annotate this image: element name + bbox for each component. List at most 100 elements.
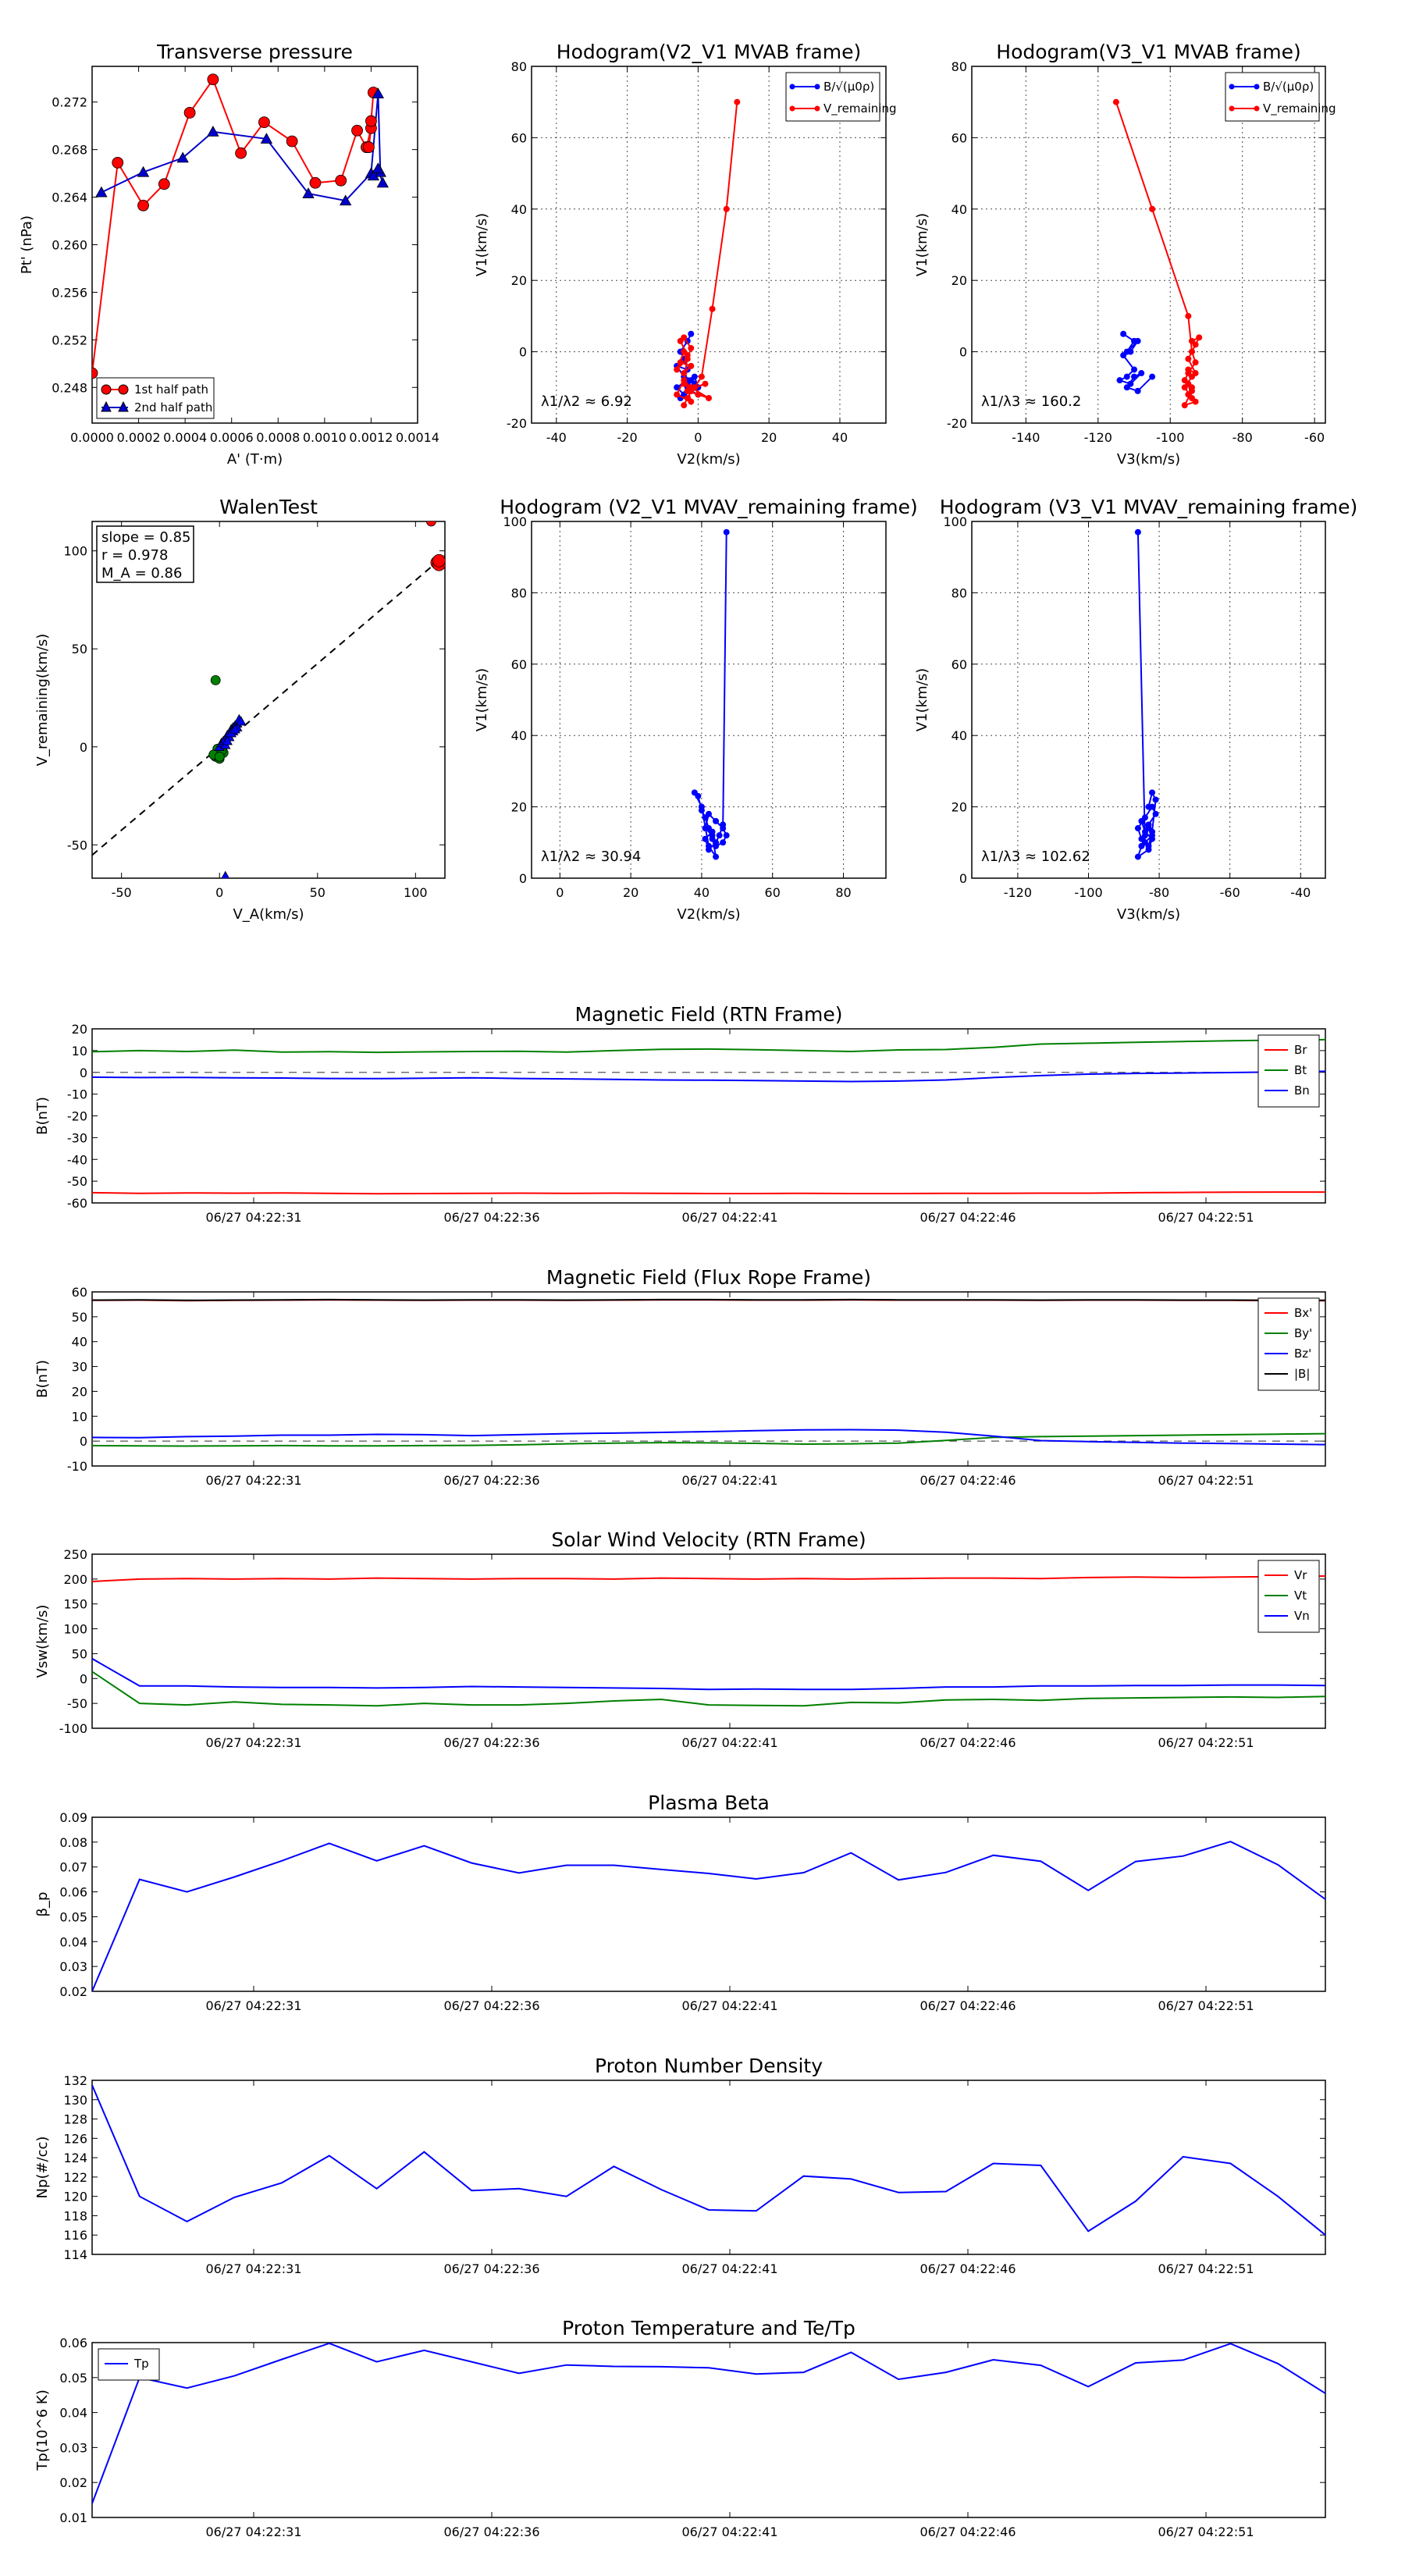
y-tick-label: 60	[511, 657, 527, 672]
x-tick-label: 06/27 04:22:41	[681, 1998, 777, 2013]
y-tick-label: 20	[511, 273, 527, 288]
x-tick-label: 06/27 04:22:41	[681, 1473, 777, 1488]
legend-label: Vt	[1294, 1589, 1307, 1603]
legend-marker-2nd	[118, 400, 129, 412]
legend-label: Tp	[133, 2357, 149, 2371]
y-tick-label: 0	[959, 871, 967, 886]
panel-3: -20 0 20 40 60 80 -140 -120 -100 -80 -60 Hodogram(V…	[914, 41, 1336, 468]
x-tick-label: 40	[832, 430, 848, 445]
data-point	[720, 839, 727, 846]
data-point	[1192, 370, 1199, 377]
data-point	[734, 98, 741, 105]
series-line-Bt	[92, 1038, 1325, 1054]
series-line-Vt	[92, 1670, 1325, 1707]
legend-label: 1st half path	[134, 382, 208, 397]
x-axis-label: V_A(km/s)	[233, 906, 304, 923]
y-tick-label: 250	[63, 1547, 87, 1562]
data-point	[706, 842, 712, 849]
data-point	[1138, 842, 1145, 849]
stats-annotation: M_A = 0.86	[101, 565, 182, 582]
data-point-1st-half	[351, 124, 363, 137]
data-point	[688, 330, 695, 337]
panel-6: 0 20 40 60 80 100 -120 -100 -80 -60 -40 Hodogram (V…	[914, 496, 1357, 923]
y-tick-label: 50	[72, 1310, 87, 1325]
data-point-2nd-half	[137, 165, 150, 177]
x-tick-label: -120	[1004, 885, 1032, 900]
y-axis-label: Np(#/cc)	[34, 2137, 51, 2199]
plot-frame	[91, 2080, 1326, 2255]
data-point	[1134, 853, 1141, 860]
x-tick-label: 06/27 04:22:31	[205, 1998, 301, 2013]
data-point	[723, 832, 730, 839]
y-tick-label: 0.04	[59, 1934, 87, 1949]
y-tick-label: -20	[947, 416, 967, 431]
y-tick-label: 0.252	[52, 333, 87, 347]
x-tick-label: 0.0010	[303, 430, 347, 445]
y-tick-label: 0.05	[59, 1909, 87, 1924]
y-axis-label: V1(km/s)	[914, 213, 930, 276]
x-tick-label: 06/27 04:22:41	[681, 1735, 777, 1750]
data-point	[1152, 796, 1159, 803]
eigen-ratio-annotation: λ1/λ3 ≈ 102.62	[981, 849, 1090, 865]
data-point-1st-half	[258, 116, 270, 128]
data-point	[1134, 387, 1141, 394]
chart-title: WalenTest	[219, 496, 318, 518]
legend-marker	[789, 84, 795, 90]
legend-marker	[1254, 84, 1260, 90]
data-point-blue	[221, 870, 229, 878]
x-tick-label: 06/27 04:22:36	[443, 2524, 539, 2539]
data-point	[706, 395, 712, 402]
plot-frame	[91, 521, 446, 879]
panel-1: 0.248 0.252 0.256 0.260 0.264 0.268 0.272 0.000…	[19, 41, 439, 468]
data-point-blue	[229, 724, 240, 734]
data-point	[1152, 810, 1159, 817]
y-tick-label: -60	[67, 1196, 87, 1211]
data-point	[1120, 352, 1127, 359]
data-point-1st-half	[335, 174, 347, 187]
y-tick-label: 0.07	[59, 1860, 87, 1875]
data-point	[1149, 373, 1156, 380]
chart-title: Hodogram(V2_V1 MVAB frame)	[557, 41, 861, 63]
x-tick-label: 0	[215, 885, 223, 900]
x-tick-label: 20	[623, 885, 638, 900]
data-point	[1149, 828, 1156, 835]
data-point	[1145, 842, 1152, 849]
legend-marker-1st	[118, 384, 129, 395]
series-line-Bn	[92, 1070, 1325, 1083]
y-tick-label: 0.260	[52, 238, 87, 253]
data-point	[684, 395, 691, 402]
y-tick-label: 116	[63, 2228, 87, 2243]
data-point	[709, 305, 716, 312]
data-point	[1149, 205, 1156, 212]
data-point	[709, 835, 716, 842]
y-axis-label: Vsw(km/s)	[34, 1605, 51, 1678]
y-tick-label: 0.01	[59, 2510, 87, 2525]
y-tick-label: 60	[951, 130, 967, 145]
plot-frame	[531, 521, 887, 879]
y-tick-label: 0.02	[59, 1984, 87, 1999]
stats-annotation: slope = 0.85	[101, 529, 191, 546]
x-tick-label: -120	[1084, 430, 1112, 445]
data-point	[698, 373, 705, 380]
y-tick-label: 80	[511, 59, 527, 74]
data-point-1st-half	[235, 147, 247, 159]
legend-label: V_remaining	[1263, 101, 1336, 116]
stats-annotation: r = 0.978	[101, 547, 168, 564]
data-point-red	[432, 553, 445, 568]
data-point	[1149, 835, 1156, 842]
eigen-ratio-annotation: λ1/λ2 ≈ 6.92	[541, 393, 632, 410]
data-point	[1123, 373, 1130, 380]
data-point	[1188, 395, 1195, 402]
data-point-2nd-half	[376, 176, 389, 188]
x-axis-label: V3(km/s)	[1117, 451, 1180, 468]
data-point	[723, 205, 730, 212]
x-tick-label: -100	[1156, 430, 1184, 445]
y-tick-label: 114	[63, 2247, 87, 2262]
data-point	[713, 842, 720, 849]
data-point-green	[214, 751, 225, 762]
y-tick-label: 0.256	[52, 285, 87, 300]
y-tick-label: -40	[67, 1152, 87, 1167]
data-point	[684, 352, 691, 359]
legend-marker	[1229, 105, 1235, 112]
y-tick-label: -100	[59, 1721, 87, 1736]
